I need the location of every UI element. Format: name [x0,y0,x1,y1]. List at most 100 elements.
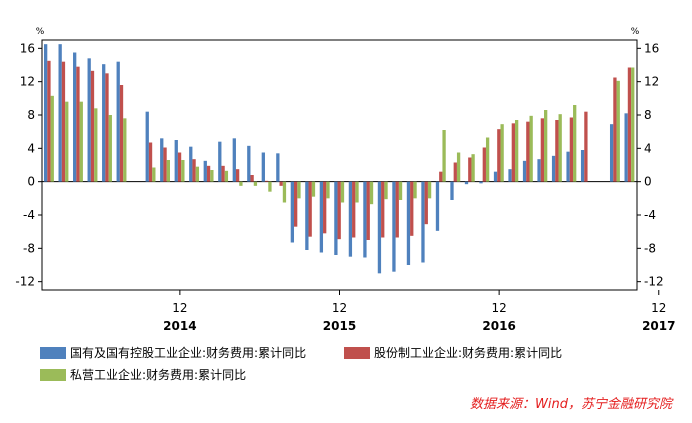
bar-chart: -12 -12 -8 -8 -4 -4 0 0 4 4 8 8 12 12 16 16% % 12 2014 12 20… [15,27,675,333]
x-tick-year-label: 2016 [482,319,515,333]
legend-swatch-state-owned [40,346,66,359]
bar-series-2-point-24 [381,181,385,238]
bar-series-1-point-18 [290,181,295,243]
bar-series-2-point-18 [294,181,298,227]
bar-series-1-point-36 [551,155,556,182]
bar-series-1-point-12 [203,160,207,182]
bar-series-3-point-26 [413,181,417,199]
legend-item-private: 私营工业企业:财务费用:累计同比 [40,366,246,383]
bar-series-2-point-2 [61,61,66,182]
bar-series-3-point-34 [529,115,533,182]
bar-series-3-point-10 [181,160,185,182]
y-tick-label-right: 4 [644,141,652,155]
bar-series-2-point-29 [453,162,457,182]
bar-series-2-point-33 [511,123,515,182]
bar-series-3-point-37 [573,105,577,182]
bar-series-3-point-11 [195,166,200,182]
bar-series-3-point-5 [108,115,112,182]
bar-series-2-point-11 [192,159,196,182]
bar-series-3-point-33 [514,120,519,182]
legend-label-state-owned: 国有及国有控股工业企业:财务费用:累计同比 [70,346,307,360]
bar-series-1-point-3 [73,52,77,182]
legend-item-state-owned: 国有及国有控股工业企业:财务费用:累计同比 [40,344,306,361]
bar-series-3-point-12 [210,170,214,182]
bar-series-3-point-16 [268,181,272,192]
bar-series-2-point-13 [221,165,225,182]
bar-series-2-point-26 [410,181,414,236]
bar-series-1-point-19 [305,181,309,250]
bar-series-1-point-24 [377,181,382,274]
bar-series-1-point-41 [624,113,628,182]
bar-series-1-point-27 [421,181,425,263]
bar-series-2-point-15 [250,175,254,182]
y-tick-label-left: 4 [27,141,35,155]
bar-series-3-point-8 [152,167,156,182]
bar-series-3-point-3 [79,101,83,182]
bar-series-2-point-35 [540,118,545,182]
x-tick-year-label: 2014 [163,319,196,333]
y-unit-right: % [631,27,640,37]
bar-series-1-point-23 [363,181,367,258]
bar-series-2-point-28 [439,171,443,182]
x-tick-month-label: 12 [172,301,187,315]
bar-series-1-point-5 [102,64,106,182]
y-tick-label-left: 16 [20,41,35,55]
y-tick-label-right: -4 [644,208,656,222]
bar-series-3-point-27 [427,181,432,199]
bar-series-3-point-35 [544,110,548,182]
bar-series-1-point-34 [522,160,527,182]
bar-series-3-point-32 [500,124,504,182]
bar-series-3-point-23 [369,181,374,205]
bar-series-3-point-17 [282,181,287,203]
bar-series-3-point-20 [326,181,330,199]
bar-series-1-point-14 [232,138,236,182]
bar-series-3-point-30 [471,154,475,182]
bar-series-1-point-4 [87,58,91,182]
bar-series-3-point-14 [239,181,243,186]
bar-series-1-point-26 [406,181,411,265]
legend-label-joint-stock: 股份制工业企业:财务费用:累计同比 [374,346,563,360]
bar-series-2-point-12 [206,165,211,182]
bar-series-1-point-20 [319,181,324,253]
y-tick-label-right: 16 [644,41,659,55]
bar-series-1-point-8 [145,111,149,182]
bar-series-3-point-21 [340,181,345,203]
y-tick-label-right: 12 [644,75,659,89]
bar-series-1-point-37 [566,151,570,182]
bar-series-2-point-6 [119,85,124,182]
bar-series-1-point-33 [508,169,512,182]
legend-item-joint-stock: 股份制工业企业:财务费用:累计同比 [344,344,562,361]
bar-series-1-point-16 [261,152,265,182]
bar-series-2-point-17 [279,181,283,186]
y-tick-label-left: 12 [20,75,35,89]
bar-series-2-point-14 [235,169,240,182]
bar-series-2-point-25 [395,181,399,238]
y-tick-label-left: 0 [27,175,35,189]
bar-series-1-point-6 [116,61,120,182]
bar-series-2-point-1 [47,60,51,182]
bar-series-2-point-23 [366,181,370,240]
bar-series-2-point-9 [163,147,167,182]
bar-series-3-point-22 [355,181,359,203]
y-tick-label-right: 0 [644,175,652,189]
y-tick-label-left: 8 [27,108,35,122]
bar-series-2-point-21 [337,181,341,240]
y-tick-label-left: -12 [15,275,35,289]
bar-series-1-point-1 [44,44,48,182]
bar-series-3-point-41 [631,67,635,182]
bar-series-3-point-15 [253,181,258,186]
x-tick-month-label: 12 [491,301,506,315]
bar-series-3-point-13 [224,170,229,182]
y-tick-label-left: -4 [23,208,35,222]
bar-series-2-point-19 [308,181,312,237]
bar-series-2-point-16 [264,180,269,182]
y-tick-label-right: 8 [644,108,652,122]
bar-series-3-point-24 [384,181,388,200]
y-tick-label-right: -8 [644,241,656,255]
y-tick-label-left: -8 [23,241,35,255]
source-note: 数据来源：Wind，苏宁金融研究院 [470,397,672,412]
x-tick-year-label: 2017 [642,319,675,333]
bar-series-1-point-13 [218,141,222,182]
bar-series-2-point-40 [613,77,617,182]
bar-series-2-point-27 [424,181,428,225]
